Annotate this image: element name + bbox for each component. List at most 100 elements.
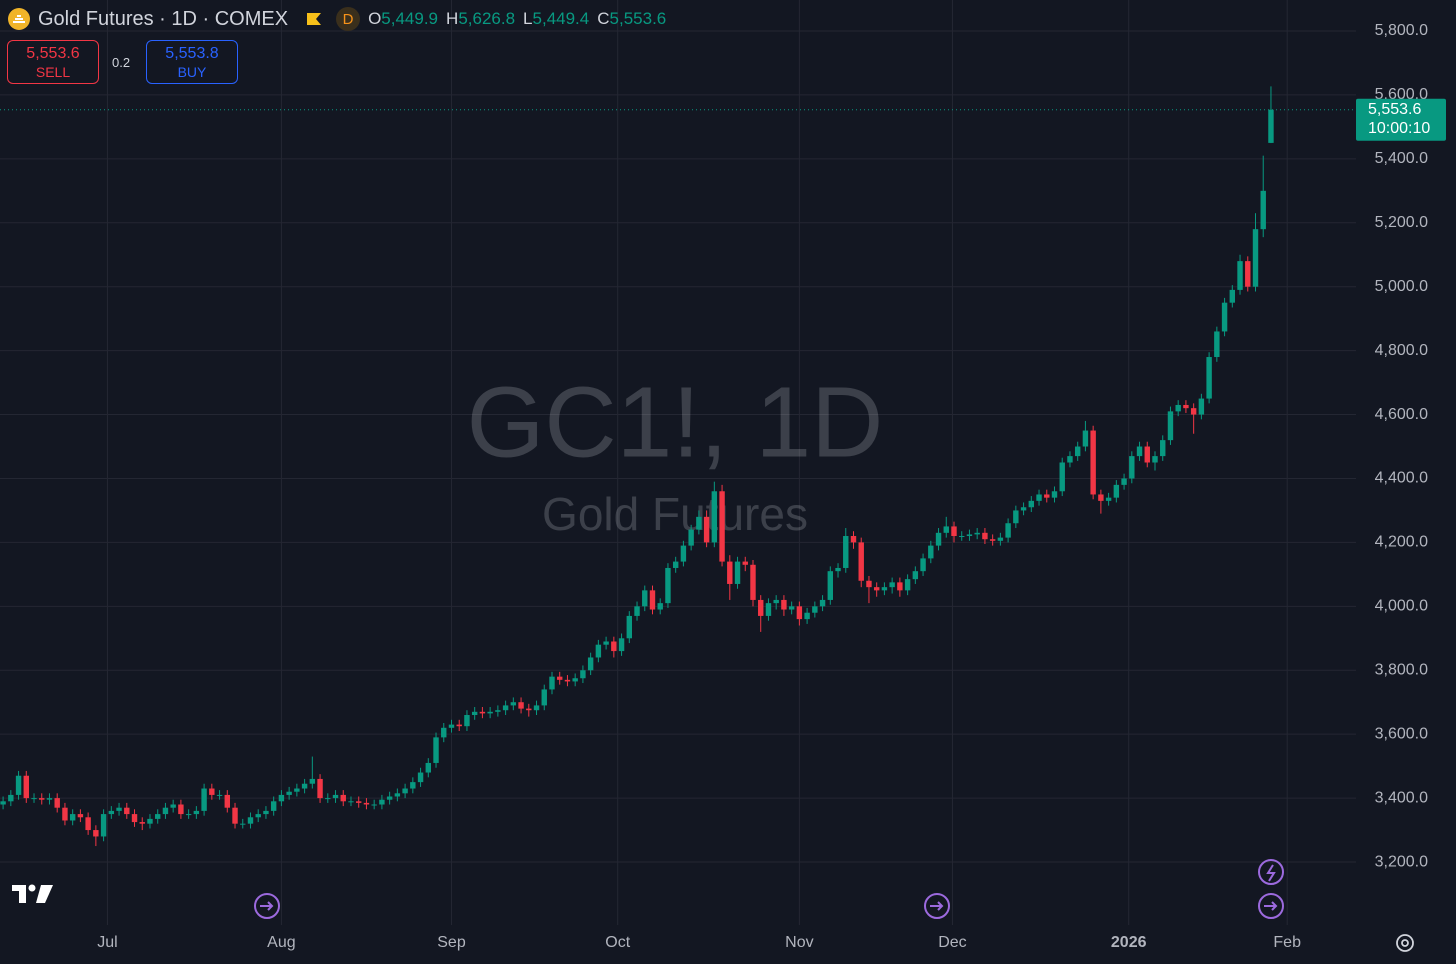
candle-body [309, 778, 316, 784]
candle-body [162, 807, 169, 815]
candle-body [819, 599, 826, 607]
candle-body [850, 536, 857, 543]
candle-body [526, 708, 532, 711]
candle-body [379, 799, 385, 805]
candle-body [1190, 408, 1197, 415]
y-tick-label: 3,400.0 [1375, 789, 1428, 806]
candle-body [487, 711, 493, 714]
candle-body [1036, 494, 1042, 501]
x-tick-label: 2026 [1111, 934, 1147, 951]
ohlc-label: O [368, 9, 382, 28]
ohlc-value: 5,449.4 [532, 9, 590, 28]
candle-body [456, 724, 462, 727]
candle-body [533, 705, 540, 711]
candle-body [294, 788, 300, 792]
y-tick-label: 4,400.0 [1375, 470, 1428, 487]
candle-body [77, 814, 84, 818]
candle-body [356, 801, 362, 803]
watermark: GC1!, 1D [467, 366, 884, 478]
candle-body [278, 794, 285, 802]
candle-body [618, 638, 625, 652]
candle-body [843, 536, 849, 568]
candle-body [750, 564, 756, 600]
candle-body [325, 798, 331, 800]
candle-body [510, 702, 517, 706]
candle-body [240, 823, 246, 825]
ohlc-values: O5,449.9 H5,626.8 L5,449.4 C5,553.6 [368, 9, 666, 29]
candle-body [1221, 302, 1228, 332]
symbol-title[interactable]: Gold Futures · 1D · COMEX [38, 7, 289, 30]
candle-body [703, 516, 710, 543]
y-tick-label: 3,600.0 [1375, 725, 1428, 742]
candle-body [216, 794, 223, 796]
candle-body [1268, 109, 1274, 143]
candle-body [1229, 289, 1236, 303]
ohlc-item: H5,626.8 [446, 9, 515, 29]
candle-body [881, 587, 888, 591]
candle-body [742, 561, 748, 565]
buy-button[interactable]: 5,553.8 BUY [146, 40, 238, 84]
candle-body [518, 702, 524, 709]
candle-body [657, 603, 663, 610]
candle-body [131, 814, 138, 823]
candle-body [564, 679, 571, 682]
candle-body [31, 798, 37, 800]
candle-body [340, 794, 346, 802]
candle-body [1044, 494, 1050, 498]
candle-body [1214, 331, 1220, 358]
candle-body [301, 783, 308, 789]
tradingview-logo [12, 884, 53, 903]
candle-body [108, 810, 115, 815]
candle-body [904, 579, 911, 591]
candle-body [611, 641, 617, 652]
candle-body [982, 532, 988, 540]
sell-price: 5,553.6 [26, 45, 80, 62]
candle-body [170, 804, 176, 808]
y-tick-label: 5,000.0 [1375, 278, 1428, 295]
candle-body [1059, 462, 1065, 492]
candle-body [371, 804, 377, 806]
candle-body [680, 545, 687, 562]
candle-body [0, 801, 6, 805]
candle-body [39, 798, 45, 800]
candle-body [1067, 456, 1073, 463]
candle-body [93, 830, 99, 837]
candle-body [866, 580, 872, 588]
candle-body [178, 804, 184, 815]
last-price-tag [1356, 98, 1446, 141]
candle-body [1167, 411, 1174, 441]
candle-body [54, 798, 60, 808]
candle-body [46, 798, 53, 800]
candle-body [642, 590, 648, 607]
candle-body [363, 802, 370, 805]
candle-body [8, 794, 14, 802]
x-tick-label: Aug [267, 934, 295, 951]
candle-body [626, 615, 633, 639]
candle-body [479, 711, 486, 714]
flag-icon[interactable] [306, 11, 322, 27]
y-tick-label: 3,200.0 [1375, 853, 1428, 870]
candle-body [232, 807, 238, 824]
y-tick-label: 5,200.0 [1375, 214, 1428, 231]
candle-body [185, 814, 192, 816]
candle-body [402, 788, 408, 794]
candle-body [858, 542, 864, 581]
candle-body [147, 818, 153, 824]
settings-icon[interactable] [1396, 934, 1414, 952]
candle-body [263, 810, 269, 815]
candle-body [587, 657, 594, 671]
candle-body [1237, 261, 1243, 290]
candle-body [270, 801, 277, 811]
sell-button[interactable]: 5,553.6 SELL [7, 40, 99, 84]
candle-body [100, 814, 107, 837]
candle-body [572, 678, 578, 682]
ohlc-label: C [597, 9, 610, 28]
x-tick-label: Feb [1273, 934, 1301, 951]
candle-body [255, 814, 261, 818]
candle-body [966, 534, 973, 537]
candle-body [417, 772, 424, 783]
candle-body [433, 737, 439, 763]
candle-body [788, 606, 795, 610]
